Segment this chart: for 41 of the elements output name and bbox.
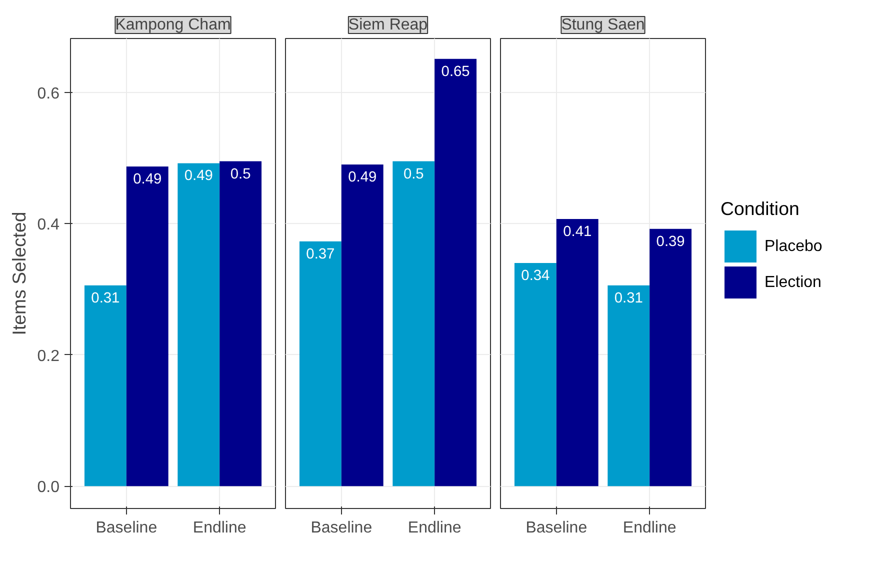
y-tick-label: 0.0 [37, 479, 60, 496]
data-label: 0.41 [563, 224, 592, 240]
data-label: 0.31 [91, 290, 120, 306]
data-label: 0.65 [441, 64, 470, 80]
bar [84, 285, 126, 486]
legend-label: Placebo [764, 238, 822, 255]
bar [514, 262, 556, 486]
legend-label: Election [764, 274, 822, 291]
x-tick-label: Baseline [96, 520, 158, 536]
y-axis-title: Items Selected [8, 212, 30, 336]
y-tick-label: 0.4 [37, 216, 60, 234]
bar [434, 58, 477, 486]
y-tick-label: 0.2 [37, 348, 60, 365]
x-tick-label: Baseline [310, 520, 372, 536]
bar [220, 161, 262, 486]
data-label: 0.5 [403, 166, 424, 182]
chart-title: Siem Reap [348, 16, 428, 34]
chart-title: Stung Saen [561, 16, 645, 34]
data-label: 0.49 [133, 172, 162, 188]
data-label: 0.5 [230, 166, 251, 182]
bar [608, 285, 650, 486]
bar [178, 163, 220, 486]
bar [299, 241, 342, 486]
data-label: 0.34 [521, 268, 550, 284]
y-tick-label: 0.6 [37, 85, 60, 102]
bar [126, 166, 168, 486]
bar [556, 219, 598, 486]
x-tick-label: Baseline [526, 520, 588, 536]
chart-title: Kampong Cham [115, 16, 231, 34]
bar [650, 228, 692, 486]
x-tick-label: Endline [622, 520, 676, 536]
x-tick-label: Endline [192, 520, 246, 536]
x-tick-label: Endline [408, 520, 462, 536]
data-label: 0.31 [614, 290, 643, 306]
bar [392, 161, 435, 486]
bar [341, 164, 384, 486]
data-label: 0.49 [184, 168, 213, 184]
data-label: 0.39 [656, 234, 685, 250]
data-label: 0.37 [306, 246, 335, 262]
data-label: 0.49 [348, 170, 377, 186]
legend-title: Condition [720, 198, 800, 219]
